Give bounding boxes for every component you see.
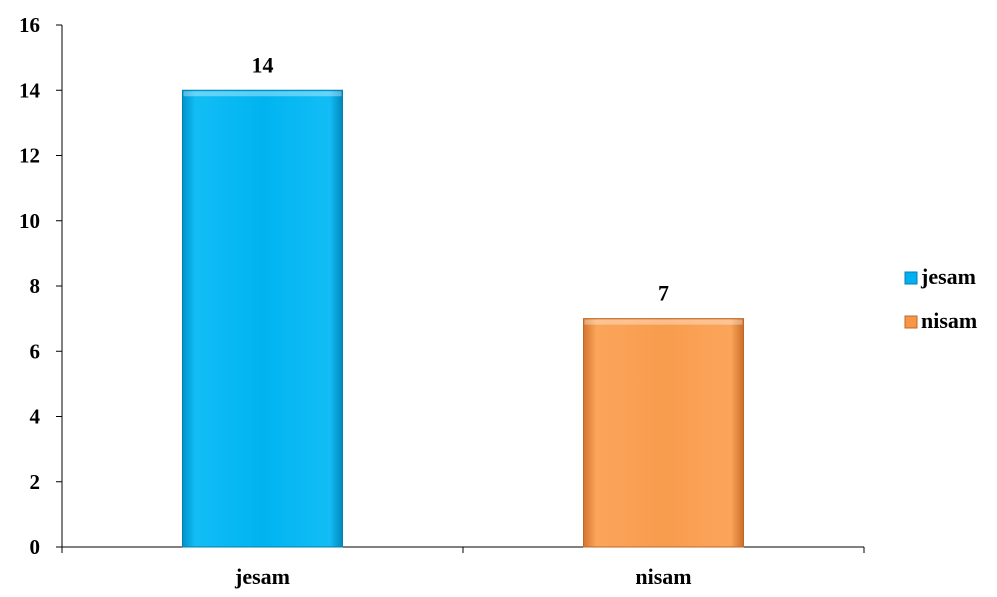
data-labels: 14 7: [252, 52, 670, 305]
y-tick-label: 14: [19, 78, 41, 102]
data-label-nisam: 7: [658, 281, 669, 306]
bar-jesam: [182, 89, 343, 548]
legend: jesam nisam: [904, 264, 977, 333]
legend-label-jesam: jesam: [920, 264, 976, 289]
bar-bevel-nisam: [584, 319, 743, 325]
y-tick-label: 2: [30, 470, 41, 494]
legend-swatch-jesam: [904, 271, 918, 285]
y-tick-label: 12: [19, 144, 40, 168]
y-tick-label: 8: [30, 274, 41, 298]
y-tick-label: 6: [30, 339, 41, 363]
bar-nisam: [583, 318, 744, 548]
data-label-jesam: 14: [252, 52, 274, 77]
y-tick-label: 16: [19, 13, 40, 37]
axes: 0 2 4 6 8 10 12 14 16 jesam nisam: [19, 13, 865, 589]
bar-bevel-jesam: [183, 91, 342, 97]
x-category-label: nisam: [635, 564, 691, 589]
bars: [182, 89, 744, 548]
y-tick-label: 10: [19, 209, 40, 233]
y-tick-label: 0: [30, 535, 41, 559]
y-tick-label: 4: [30, 405, 41, 429]
x-category-label: jesam: [234, 564, 290, 589]
legend-swatch-nisam: [904, 315, 918, 329]
legend-label-nisam: nisam: [921, 308, 977, 333]
